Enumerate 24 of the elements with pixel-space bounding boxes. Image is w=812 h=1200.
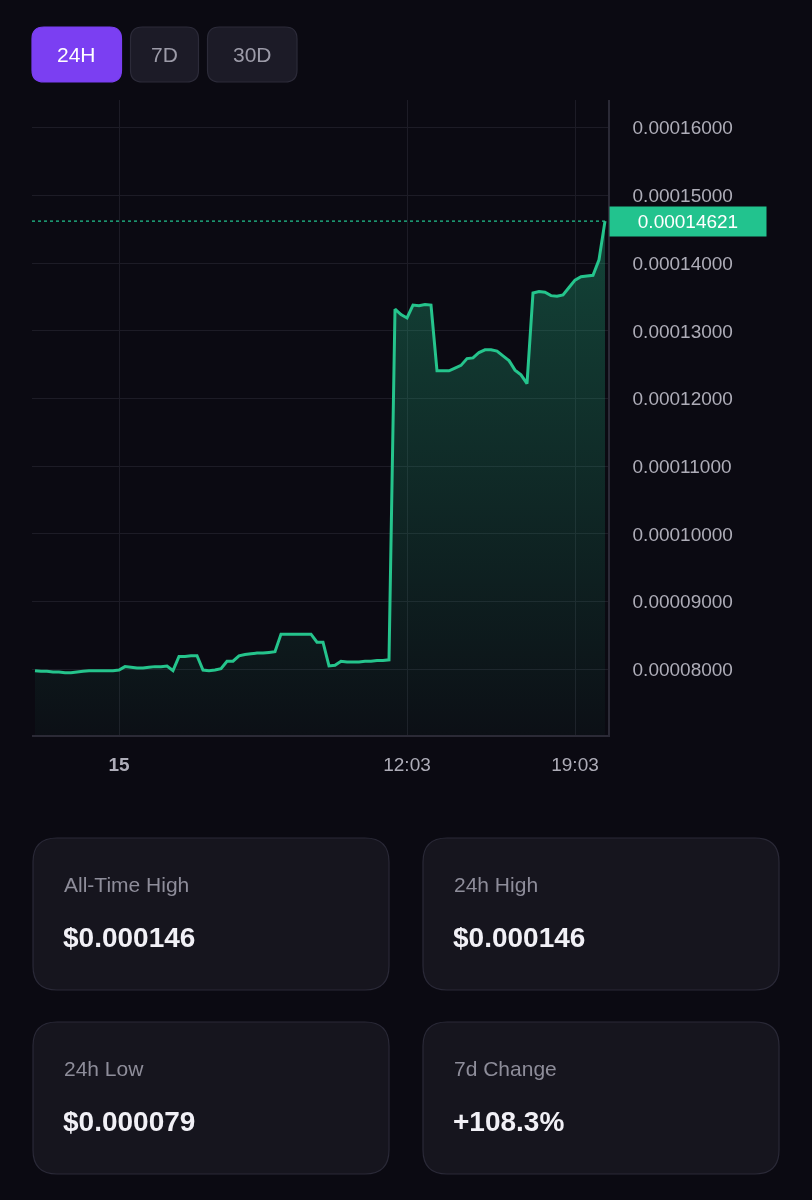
y-tick-label: 0.00009000 (632, 591, 733, 613)
text: $0.000146 (63, 922, 196, 953)
y-tick-label: 0.00012000 (632, 388, 733, 410)
y-tick-label: 0.00008000 (632, 658, 733, 680)
ref-line-label: 0.00014621 (637, 211, 739, 232)
y-tick-label: 0.00015000 (632, 185, 733, 207)
category-label: 24h Low (64, 1057, 145, 1080)
x-tick-label: 12:03 (383, 753, 431, 775)
category-label: All-Time High (64, 873, 190, 896)
y-tick-label: 0.00011000 (632, 455, 732, 477)
text: $0.000146 (453, 922, 586, 953)
text: $0.000079 (63, 1106, 196, 1137)
x-tick-label: 15 (108, 753, 130, 775)
y-tick-label: 0.00013000 (632, 320, 733, 342)
category-label: 24h High (454, 873, 539, 896)
category-label: 30D (233, 43, 272, 66)
category-label: 24H (57, 43, 96, 66)
text: +108.3% (453, 1106, 565, 1137)
y-tick-label: 0.00016000 (632, 117, 733, 139)
category-label: 7D (151, 43, 178, 66)
y-tick-label: 0.00010000 (632, 523, 733, 545)
x-tick-label: 19:03 (551, 753, 599, 775)
y-tick-label: 0.00014000 (632, 252, 733, 274)
category-label: 7d Change (454, 1057, 557, 1080)
